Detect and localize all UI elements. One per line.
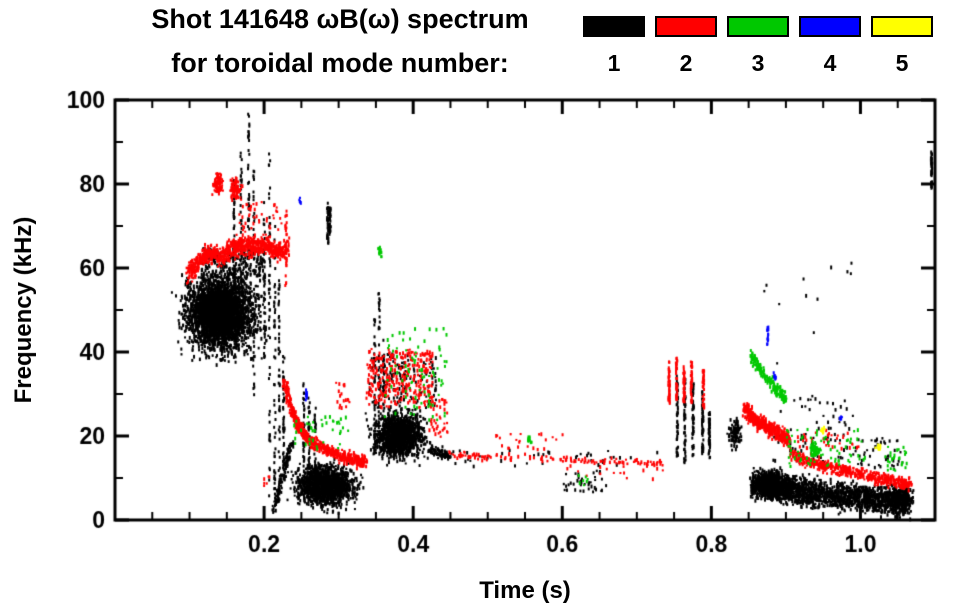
x-axis-label: Time (s) xyxy=(479,577,571,604)
y-axis-label: Frequency (kHz) xyxy=(10,216,37,404)
